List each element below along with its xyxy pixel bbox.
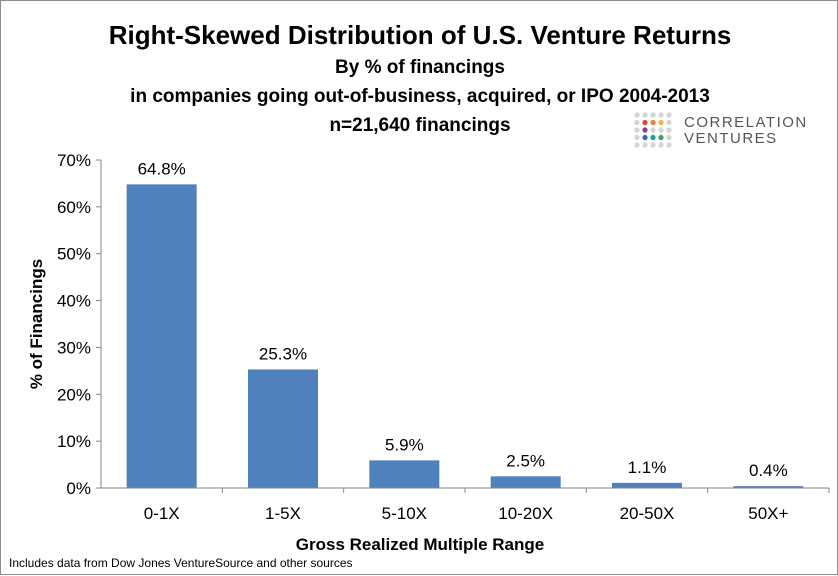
chart-subtitle-1: By % of financings — [335, 57, 505, 78]
x-tick-label: 10-20X — [498, 504, 553, 523]
logo-dot — [650, 142, 656, 148]
logo-dot — [650, 112, 656, 118]
logo-dot — [658, 134, 664, 141]
bar-20-50X — [612, 482, 682, 488]
data-label: 2.5% — [506, 451, 545, 470]
y-tick-label: 20% — [57, 385, 91, 404]
chart-subtitle-3: n=21,640 financings — [329, 115, 510, 136]
data-label: 5.9% — [385, 435, 424, 454]
y-tick-label: 0% — [66, 479, 91, 498]
x-tick-label: 5-10X — [382, 504, 427, 523]
bar-50X+ — [733, 486, 804, 488]
logo-dot — [650, 127, 656, 133]
y-tick-label: 40% — [57, 292, 91, 311]
logo-text-line2: Ventures — [684, 130, 778, 147]
y-tick-label: 70% — [57, 151, 91, 170]
data-label: 25.3% — [259, 344, 307, 363]
y-tick-label: 50% — [57, 245, 91, 264]
y-tick-label: 30% — [57, 338, 91, 357]
bar-1-5X — [248, 369, 318, 488]
chart-subtitle-2: in companies going out-of-business, acqu… — [130, 86, 710, 107]
x-tick-label: 0-1X — [144, 504, 180, 523]
data-label: 0.4% — [749, 461, 788, 480]
y-tick-label: 10% — [57, 432, 91, 451]
logo-dot — [642, 127, 648, 133]
y-tick-label: 60% — [57, 198, 91, 217]
bar-10-20X — [490, 476, 561, 488]
bar-5-10X — [369, 460, 440, 488]
logo-dot — [634, 119, 640, 126]
logo-dot — [634, 127, 640, 133]
y-axis-label: % of Financings — [27, 259, 46, 389]
logo-dot — [650, 134, 656, 141]
logo-dot — [634, 112, 640, 118]
logo-dot — [650, 119, 656, 126]
logo-dot — [642, 134, 648, 141]
chart-title: Right-Skewed Distribution of U.S. Ventur… — [109, 20, 732, 50]
logo-dot — [658, 119, 664, 126]
logo-dot — [642, 112, 648, 118]
logo-dot — [642, 119, 648, 126]
bar-0-1X — [126, 184, 197, 488]
data-label: 64.8% — [138, 159, 186, 178]
x-tick-label: 1-5X — [265, 504, 301, 523]
logo-dot — [666, 134, 672, 141]
logo-dot — [666, 142, 672, 148]
logo-dots-icon — [634, 112, 672, 148]
logo-dot — [658, 112, 664, 118]
logo-dot — [666, 127, 672, 133]
logo-dot — [658, 142, 664, 148]
source-note: Includes data from Dow Jones VentureSour… — [9, 556, 353, 570]
logo-dot — [634, 134, 640, 141]
correlation-ventures-logo: Correlation Ventures — [634, 112, 808, 148]
x-tick-label: 50X+ — [748, 504, 788, 523]
x-axis-label: Gross Realized Multiple Range — [296, 535, 544, 554]
logo-dot — [666, 112, 672, 118]
logo-dot — [634, 142, 640, 148]
data-label: 1.1% — [628, 458, 667, 477]
logo-dot — [666, 119, 672, 126]
x-tick-label: 20-50X — [620, 504, 675, 523]
logo-dot — [642, 142, 648, 148]
logo-dot — [658, 127, 664, 133]
logo-text-line1: Correlation — [684, 114, 808, 131]
